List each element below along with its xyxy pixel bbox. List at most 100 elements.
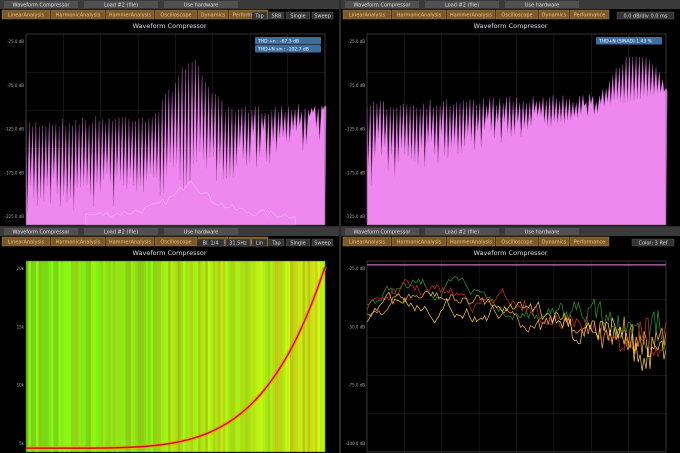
tab[interactable] xyxy=(538,236,570,247)
spectrogram-column xyxy=(85,261,89,452)
window-tab[interactable] xyxy=(345,228,419,235)
control[interactable] xyxy=(616,11,675,20)
control[interactable] xyxy=(225,238,251,247)
tab[interactable] xyxy=(105,9,155,20)
control[interactable] xyxy=(251,238,268,247)
spectrogram-column xyxy=(93,261,97,452)
window-tab-label: Waveform Compressor xyxy=(354,2,412,8)
window-tab-label: Load #2 (file) xyxy=(445,229,479,235)
spectrogram-column xyxy=(55,261,59,452)
tab[interactable] xyxy=(105,236,155,247)
control[interactable] xyxy=(311,11,334,20)
window-tab[interactable] xyxy=(505,1,579,8)
control[interactable] xyxy=(311,238,334,247)
tab-label: Performance xyxy=(574,239,606,245)
tab[interactable] xyxy=(446,9,496,20)
control[interactable] xyxy=(268,238,285,247)
window-tab-label: Use hardware xyxy=(525,2,559,8)
tab[interactable] xyxy=(342,9,392,20)
sweep-trace xyxy=(26,266,326,449)
spectrogram-column xyxy=(307,261,311,452)
panel: Waveform Compressor Load #2 (file) Use har… xyxy=(0,227,339,453)
tab-label: LinearAnalysis xyxy=(349,12,386,18)
tab[interactable] xyxy=(228,9,269,20)
control[interactable] xyxy=(631,238,675,247)
control[interactable] xyxy=(285,238,311,247)
window-tab[interactable] xyxy=(425,228,499,235)
info-text: THD+N sin : -102.7 dB xyxy=(257,47,309,53)
spectrogram-column xyxy=(133,261,136,452)
control[interactable] xyxy=(196,238,225,247)
window-tab[interactable] xyxy=(164,228,238,235)
tab[interactable] xyxy=(1,236,51,247)
spectrogram-column xyxy=(83,261,87,452)
tab-label: Oscilloscope xyxy=(160,12,191,18)
control[interactable] xyxy=(268,11,285,20)
tab[interactable] xyxy=(569,9,610,20)
spectrogram-column xyxy=(192,261,196,452)
spectrogram-column xyxy=(138,261,141,452)
response-trace xyxy=(366,291,667,371)
spectrogram-column xyxy=(197,261,201,452)
control[interactable] xyxy=(251,11,268,20)
spectrogram-column xyxy=(108,261,112,452)
spectrogram-column xyxy=(302,261,306,452)
y-axis-label: -25.0 dB xyxy=(7,39,24,44)
y-axis-label: -225.0 dB xyxy=(346,214,366,219)
spectrogram-column xyxy=(70,261,74,452)
spectrogram-column xyxy=(257,261,261,452)
y-axis-label: -125.0 dB xyxy=(5,127,25,132)
tab-label: HammerAnalysis xyxy=(450,239,493,245)
window-tab[interactable] xyxy=(4,228,78,235)
tab[interactable] xyxy=(495,236,539,247)
y-axis-label: -175.0 dB xyxy=(5,170,25,175)
spectrogram-column xyxy=(267,261,271,452)
tab[interactable] xyxy=(391,236,447,247)
spectrogram-column xyxy=(63,261,67,452)
spectrogram-column xyxy=(38,261,42,452)
spectrogram-column xyxy=(212,261,216,452)
spectrogram-column xyxy=(177,261,181,452)
tab[interactable] xyxy=(50,9,106,20)
spectrogram-column xyxy=(227,261,231,452)
window-tab[interactable] xyxy=(84,1,158,8)
tab[interactable] xyxy=(391,9,447,20)
spectrogram-column xyxy=(260,261,264,452)
tab[interactable] xyxy=(50,236,106,247)
tab-label: Dynamics xyxy=(542,12,567,18)
spectrogram-column xyxy=(48,261,52,452)
spectrogram-column xyxy=(217,261,221,452)
tab-label: Oscilloscope xyxy=(501,12,532,18)
window-tab-label: Load #2 (file) xyxy=(104,2,138,8)
window-tab-label: Waveform Compressor xyxy=(13,2,71,8)
spectrogram-column xyxy=(163,261,166,452)
tab[interactable] xyxy=(495,9,539,20)
tab[interactable] xyxy=(569,236,610,247)
spectrogram-column xyxy=(265,261,268,452)
spectrogram-column xyxy=(182,261,186,452)
tab[interactable] xyxy=(154,9,198,20)
tab[interactable] xyxy=(197,9,229,20)
window-tab[interactable] xyxy=(505,228,579,235)
info-text: THD +n : -67.3 dB xyxy=(257,39,299,45)
window-tab[interactable] xyxy=(164,1,238,8)
tab[interactable] xyxy=(342,236,392,247)
spectrogram-column xyxy=(190,261,194,452)
window-tab[interactable] xyxy=(4,1,78,8)
info-box xyxy=(255,37,321,45)
spectrogram-column xyxy=(143,261,146,452)
tab[interactable] xyxy=(446,236,496,247)
tab[interactable] xyxy=(1,9,51,20)
spectrogram-column xyxy=(207,261,211,452)
window-tab[interactable] xyxy=(84,228,158,235)
tab[interactable] xyxy=(538,9,570,20)
spectrogram-column xyxy=(148,261,151,452)
spectrogram-column xyxy=(165,261,169,452)
window-tab[interactable] xyxy=(345,1,419,8)
control[interactable] xyxy=(285,11,311,20)
window-tab-label: Use hardware xyxy=(184,2,218,8)
window-tab[interactable] xyxy=(425,1,499,8)
spectrogram-column xyxy=(300,261,303,452)
spectrogram-column xyxy=(53,261,57,452)
y-axis-label: -75.0 dB xyxy=(348,383,365,388)
